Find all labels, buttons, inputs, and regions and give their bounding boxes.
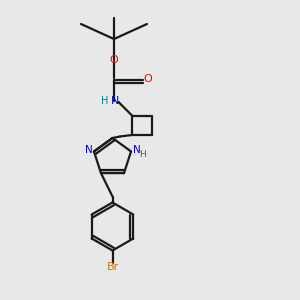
Text: H: H	[101, 95, 109, 106]
Text: N: N	[85, 145, 92, 155]
Text: N: N	[133, 145, 140, 155]
Text: H: H	[139, 150, 146, 159]
Text: O: O	[110, 55, 118, 65]
Text: O: O	[143, 74, 152, 85]
Text: N: N	[111, 95, 119, 106]
Text: Br: Br	[106, 262, 119, 272]
